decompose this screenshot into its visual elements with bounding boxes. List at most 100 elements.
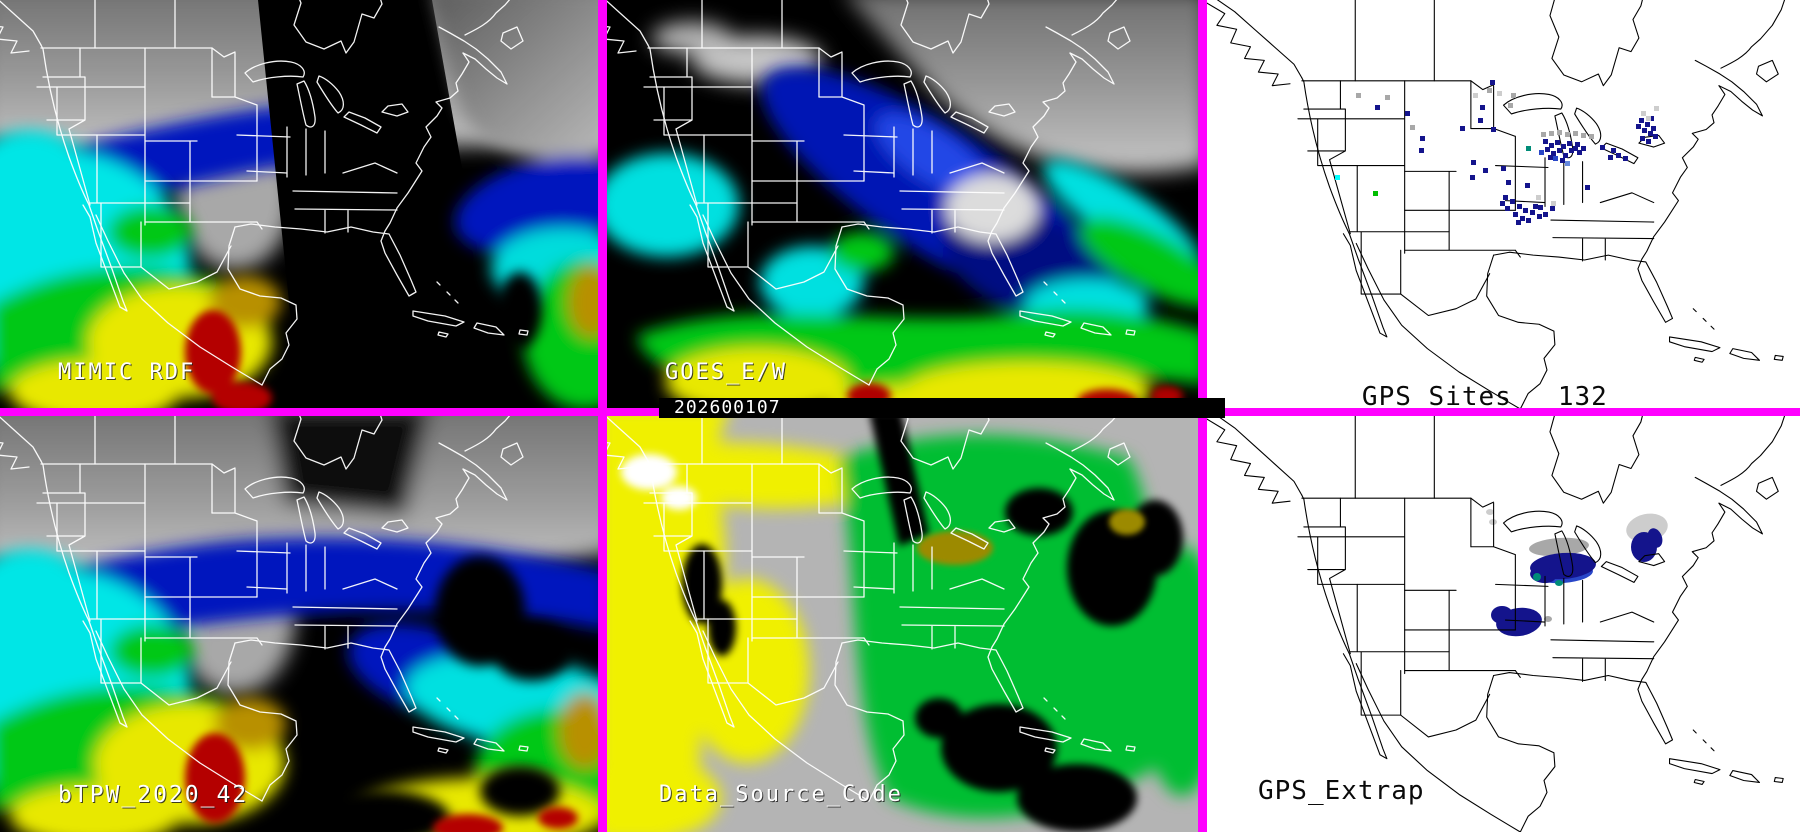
gps-sites-dots xyxy=(1207,0,1800,409)
gps-site-dot xyxy=(1356,93,1361,98)
panel-label-mimic: MIMIC RDF xyxy=(58,360,196,385)
gps-site-dot xyxy=(1649,116,1654,121)
panel-gps-extrap: GPS_Extrap xyxy=(1207,416,1800,832)
panel-label-gps-sites: GPS Sites 132 xyxy=(1262,352,1608,409)
panel-label-data-source: Data_Source_Code xyxy=(659,782,903,807)
gps-site-dot xyxy=(1503,195,1508,200)
gps-extrap-blob xyxy=(1555,580,1563,586)
gps-site-dot xyxy=(1537,214,1542,219)
gps-site-dot xyxy=(1608,155,1613,160)
gps-extrap-blob xyxy=(1491,606,1513,624)
gps-site-dot xyxy=(1516,220,1521,225)
gps-site-dot xyxy=(1611,148,1616,153)
gps-extrap-blob xyxy=(1544,616,1552,622)
goes-imagery xyxy=(607,0,1198,409)
north-america-map xyxy=(1207,416,1786,832)
gps-site-dot xyxy=(1551,151,1556,156)
panel-mimic-rdf: MIMIC RDF xyxy=(0,0,598,409)
gps-site-dot xyxy=(1560,158,1565,163)
gps-sites-count: 132 xyxy=(1557,382,1608,409)
gps-site-dot xyxy=(1538,205,1543,210)
gps-site-dot xyxy=(1548,155,1553,160)
gps-site-dot xyxy=(1575,142,1580,147)
gps-site-dot xyxy=(1526,218,1531,223)
gps-site-dot xyxy=(1523,208,1528,213)
gps-site-dot xyxy=(1646,116,1651,121)
panel-label-btpw: bTPW_2020_42 xyxy=(58,782,249,808)
gps-site-dot xyxy=(1616,153,1621,158)
gps-site-dot xyxy=(1539,150,1544,155)
gps-site-dot xyxy=(1511,93,1516,98)
btpw-imagery xyxy=(0,416,598,832)
gps-sites-title: GPS Sites xyxy=(1361,382,1512,409)
gps-site-dot xyxy=(1581,146,1586,151)
gps-site-dot xyxy=(1648,131,1653,136)
gps-site-dot xyxy=(1549,131,1554,136)
panel-btpw: bTPW_2020_42 xyxy=(0,416,598,832)
panel-goes-ew: GOES_E/W xyxy=(607,0,1198,409)
gps-site-dot xyxy=(1536,195,1541,200)
gps-site-dot xyxy=(1506,180,1511,185)
gps-site-dot xyxy=(1541,132,1546,137)
panel-border-vertical-1 xyxy=(598,0,607,832)
gps-site-dot xyxy=(1636,124,1641,129)
gps-site-dot xyxy=(1471,160,1476,165)
gps-site-dot xyxy=(1513,212,1518,217)
gps-site-dot xyxy=(1420,136,1425,141)
timestamp-bar: 202600107 xyxy=(659,398,1225,418)
gps-site-dot xyxy=(1505,206,1510,211)
gps-site-dot xyxy=(1335,175,1340,180)
data-source-imagery xyxy=(607,416,1198,832)
panel-label-goes: GOES_E/W xyxy=(665,360,787,385)
panel-gps-sites: GPS Sites 132 xyxy=(1207,0,1800,409)
gps-site-dot xyxy=(1470,175,1475,180)
gps-site-dot xyxy=(1642,128,1647,133)
gps-site-dot xyxy=(1508,103,1513,108)
gps-site-dot xyxy=(1373,191,1378,196)
gps-site-dot xyxy=(1526,146,1531,151)
gps-site-dot xyxy=(1573,146,1578,151)
gps-site-dot xyxy=(1646,139,1651,144)
mimic-imagery xyxy=(0,0,598,409)
gps-site-dot xyxy=(1569,148,1574,153)
gps-site-dot xyxy=(1500,201,1505,206)
gps-site-dot xyxy=(1553,156,1558,161)
gps-site-dot xyxy=(1589,134,1594,139)
gps-site-dot xyxy=(1565,132,1570,137)
gps-site-dot xyxy=(1555,140,1560,145)
gps-site-dot xyxy=(1577,150,1582,155)
gps-site-dot xyxy=(1600,145,1605,150)
gps-site-dot xyxy=(1543,212,1548,217)
gps-site-dot xyxy=(1651,126,1656,131)
gps-site-dot xyxy=(1623,156,1628,161)
gps-site-dot xyxy=(1525,183,1530,188)
gps-site-dot xyxy=(1490,80,1495,85)
gps-site-dot xyxy=(1375,105,1380,110)
gps-site-dot xyxy=(1473,93,1478,98)
gps-site-dot xyxy=(1480,105,1485,110)
gps-site-dot xyxy=(1641,111,1646,116)
gps-extrap-blob xyxy=(1533,573,1541,581)
gps-site-dot xyxy=(1573,131,1578,136)
gps-site-dot xyxy=(1517,204,1522,209)
timestamp-text: 202600107 xyxy=(674,397,781,418)
gps-site-dot xyxy=(1510,199,1515,204)
gps-site-dot xyxy=(1530,210,1535,215)
gps-extrap-blob xyxy=(1486,509,1494,515)
gps-site-dot xyxy=(1561,144,1566,149)
gps-site-dot xyxy=(1497,91,1502,96)
gps-site-dot xyxy=(1410,125,1415,130)
gps-site-dot xyxy=(1483,168,1488,173)
gps-site-dot xyxy=(1385,95,1390,100)
gps-site-dot xyxy=(1478,118,1483,123)
gps-site-dot xyxy=(1549,143,1554,148)
gps-site-dot xyxy=(1565,161,1570,166)
gps-site-dot xyxy=(1405,111,1410,116)
gps-site-dot xyxy=(1419,148,1424,153)
gps-site-dot xyxy=(1550,206,1555,211)
gps-extrap-blob xyxy=(1489,519,1497,525)
gps-site-dot xyxy=(1491,127,1496,132)
gps-site-dot xyxy=(1520,216,1525,221)
gps-site-dot xyxy=(1557,130,1562,135)
